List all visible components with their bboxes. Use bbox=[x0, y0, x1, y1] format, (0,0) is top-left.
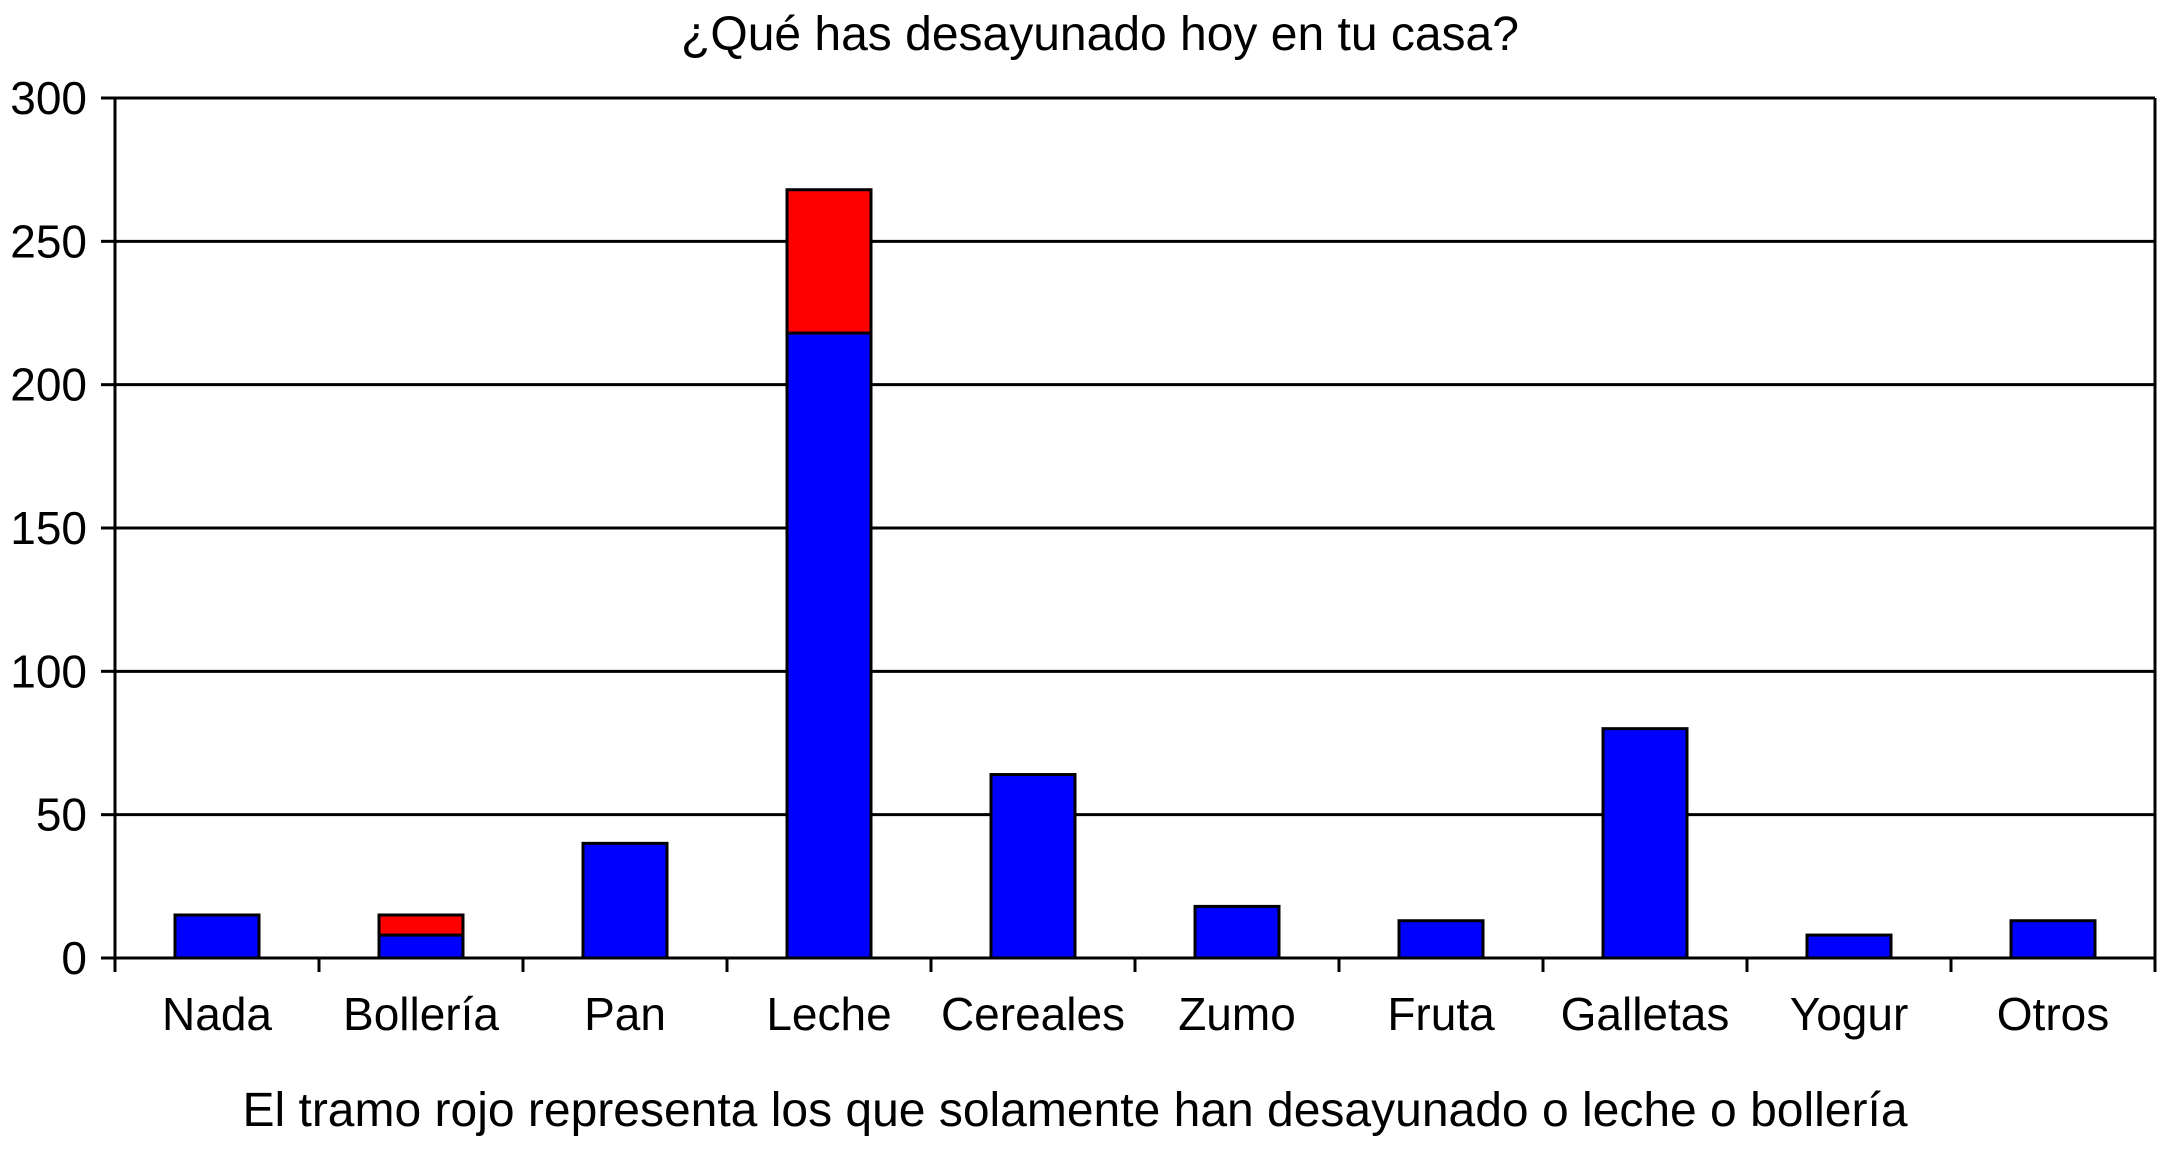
y-tick-label: 300 bbox=[10, 72, 87, 124]
x-tick-label: Zumo bbox=[1178, 988, 1296, 1040]
y-tick-label: 250 bbox=[10, 215, 87, 267]
bar-cereales-segment-1 bbox=[989, 773, 1077, 960]
x-tick-label: Nada bbox=[162, 988, 272, 1040]
bar-bollería-segment-1 bbox=[377, 933, 465, 960]
x-tick-label: Fruta bbox=[1387, 988, 1495, 1040]
y-tick-label: 150 bbox=[10, 502, 87, 554]
bar-nada-segment-1 bbox=[173, 913, 261, 960]
bar-bollería-segment-2 bbox=[377, 913, 465, 937]
chart-caption: El tramo rojo representa los que solamen… bbox=[242, 1084, 1907, 1137]
gridlines bbox=[115, 96, 2155, 817]
bar-zumo-segment-1 bbox=[1193, 904, 1281, 960]
x-tick-label: Cereales bbox=[941, 988, 1125, 1040]
bar-galletas-segment-1 bbox=[1601, 727, 1689, 960]
bar-leche-segment-2 bbox=[785, 188, 873, 335]
y-tick-label: 200 bbox=[10, 359, 87, 411]
bar-yogur-segment-1 bbox=[1805, 933, 1893, 960]
x-tick-label: Galletas bbox=[1561, 988, 1730, 1040]
bar-otros-segment-1 bbox=[2009, 919, 2097, 960]
x-tick-label: Pan bbox=[584, 988, 666, 1040]
x-tick-label: Yogur bbox=[1790, 988, 1909, 1040]
x-tick-labels: Nada Bollería Pan Leche Cereales Zumo Fruta Gal… bbox=[162, 988, 2109, 1040]
x-tick-label: Otros bbox=[1997, 988, 2109, 1040]
y-tick-label: 0 bbox=[61, 932, 87, 984]
x-tick-label: Leche bbox=[766, 988, 891, 1040]
x-tick-label: Bollería bbox=[343, 988, 499, 1040]
bar-leche-segment-1 bbox=[785, 331, 873, 960]
y-tick-labels: 0 50 100 150 200 250 300 bbox=[10, 72, 87, 984]
bar-fruta-segment-1 bbox=[1397, 919, 1485, 960]
y-tick-label: 50 bbox=[36, 789, 87, 841]
bar-pan-segment-1 bbox=[581, 841, 669, 960]
bars bbox=[173, 188, 2097, 960]
axes bbox=[101, 96, 2157, 972]
y-tick-label: 100 bbox=[10, 645, 87, 697]
chart-title: ¿Qué has desayunado hoy en tu casa? bbox=[681, 8, 1519, 61]
